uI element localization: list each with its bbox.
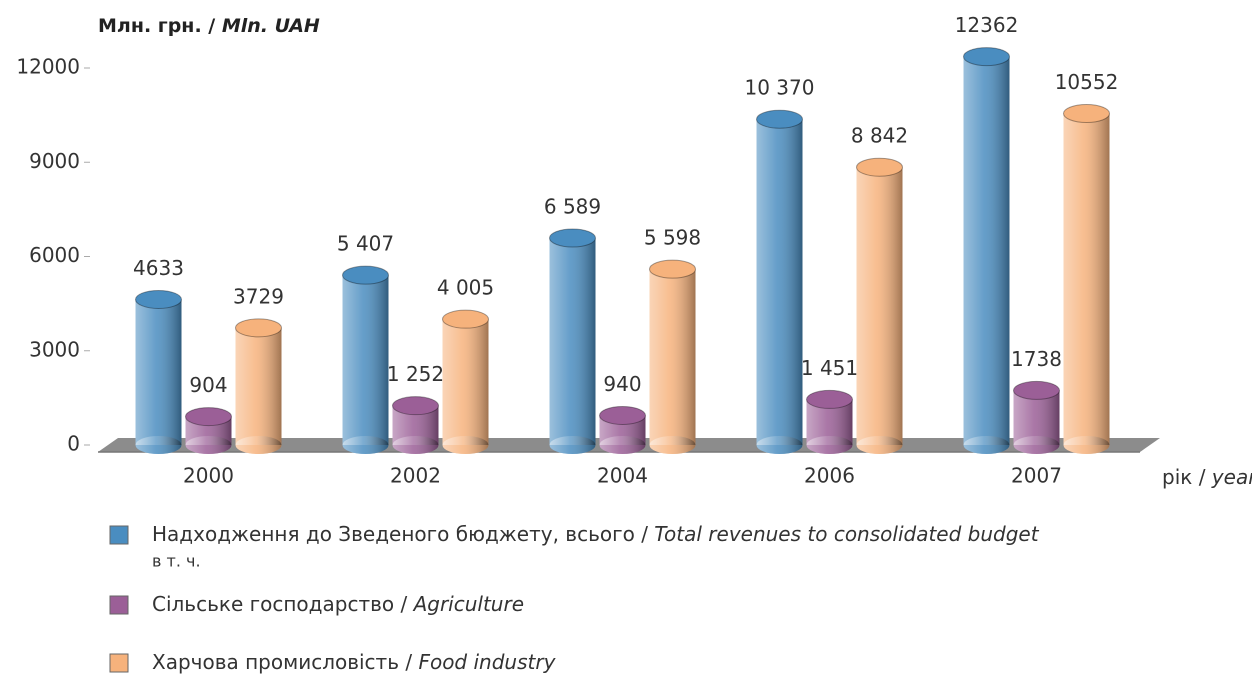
y-tick-label: 12000 <box>16 55 80 79</box>
bar-shade-base <box>856 436 903 454</box>
bar-top <box>963 47 1010 67</box>
value-label: 8 842 <box>851 124 908 148</box>
bar-shade-base <box>806 436 853 454</box>
bar-top <box>1013 380 1060 400</box>
bar-shade <box>1063 113 1110 445</box>
y-axis-title-en: Mln. UAH <box>222 15 320 37</box>
x-axis-title-en: year <box>1211 465 1252 489</box>
legend-label: Харчова промисловість / Food industry <box>152 650 557 674</box>
bar-top <box>756 109 803 129</box>
bar-shade <box>235 327 282 445</box>
bar-shade <box>342 275 389 445</box>
x-tick-label: 2007 <box>1011 464 1062 488</box>
bar-top <box>806 389 853 409</box>
bar-top <box>135 289 182 309</box>
bar-shade-base <box>549 436 596 454</box>
bar-top <box>342 265 389 285</box>
y-tick-label: 9000 <box>29 149 80 173</box>
bar-top <box>392 396 439 416</box>
y-tick-label: 3000 <box>29 337 80 361</box>
value-label: 5 598 <box>644 226 701 250</box>
bar-shade-base <box>649 436 696 454</box>
y-tick-label: 6000 <box>29 243 80 267</box>
bar-shade-base <box>185 436 232 454</box>
x-axis-title: рік / year <box>1162 465 1252 489</box>
value-label: 10 370 <box>745 76 815 100</box>
bar-top <box>185 407 232 427</box>
bar-shade <box>963 56 1010 445</box>
bar-top <box>549 228 596 248</box>
value-label: 12362 <box>955 13 1019 37</box>
bar-shade-base <box>963 436 1010 454</box>
value-label: 5 407 <box>337 232 394 256</box>
bar-shade-base <box>599 436 646 454</box>
bar-shade <box>1013 390 1060 445</box>
bar-shade <box>856 167 903 445</box>
legend-label: Сільське господарство / Agriculture <box>152 592 524 616</box>
bar-top <box>599 405 646 425</box>
x-tick-label: 2000 <box>183 464 234 488</box>
y-tick-label: 0 <box>67 432 80 456</box>
value-label: 6 589 <box>544 194 601 218</box>
value-label: 1738 <box>1011 347 1062 371</box>
x-axis-title-ua: рік / <box>1162 465 1206 489</box>
value-label: 1 451 <box>801 356 858 380</box>
bar-top <box>442 309 489 329</box>
value-label: 904 <box>189 373 227 397</box>
y-axis-title-ua: Млн. грн. / <box>98 15 215 37</box>
legend-swatch <box>109 525 129 545</box>
legend-swatch <box>109 653 129 673</box>
value-label: 10552 <box>1055 70 1119 94</box>
value-label: 1 252 <box>387 362 444 386</box>
bar-shade-base <box>235 436 282 454</box>
bar-top <box>856 157 903 177</box>
value-label: 940 <box>603 372 641 396</box>
bar-shade <box>756 119 803 445</box>
value-label: 4 005 <box>437 276 494 300</box>
bar-top <box>235 318 282 338</box>
bar-shade-base <box>342 436 389 454</box>
x-tick-label: 2006 <box>804 464 855 488</box>
bar-shade-base <box>442 436 489 454</box>
value-label: 4633 <box>133 256 184 280</box>
y-axis-title: Млн. грн. / Mln. UAH <box>98 15 320 37</box>
bar-shade <box>135 299 182 445</box>
bar-top <box>1063 103 1110 123</box>
bar-shade-base <box>135 436 182 454</box>
bar-shade <box>549 237 596 445</box>
value-label: 3729 <box>233 284 284 308</box>
legend-note: в т. ч. <box>152 552 201 571</box>
bar-shade-base <box>392 436 439 454</box>
x-tick-label: 2004 <box>597 464 648 488</box>
bar-shade-base <box>756 436 803 454</box>
bar-shade-base <box>1013 436 1060 454</box>
x-tick-label: 2002 <box>390 464 441 488</box>
legend-swatch <box>109 595 129 615</box>
bar-shade <box>442 319 489 445</box>
bar-shade-base <box>1063 436 1110 454</box>
bar-top <box>649 259 696 279</box>
bar-shade <box>649 269 696 445</box>
legend-label: Надходження до Зведеного бюджету, всього… <box>152 522 1040 546</box>
